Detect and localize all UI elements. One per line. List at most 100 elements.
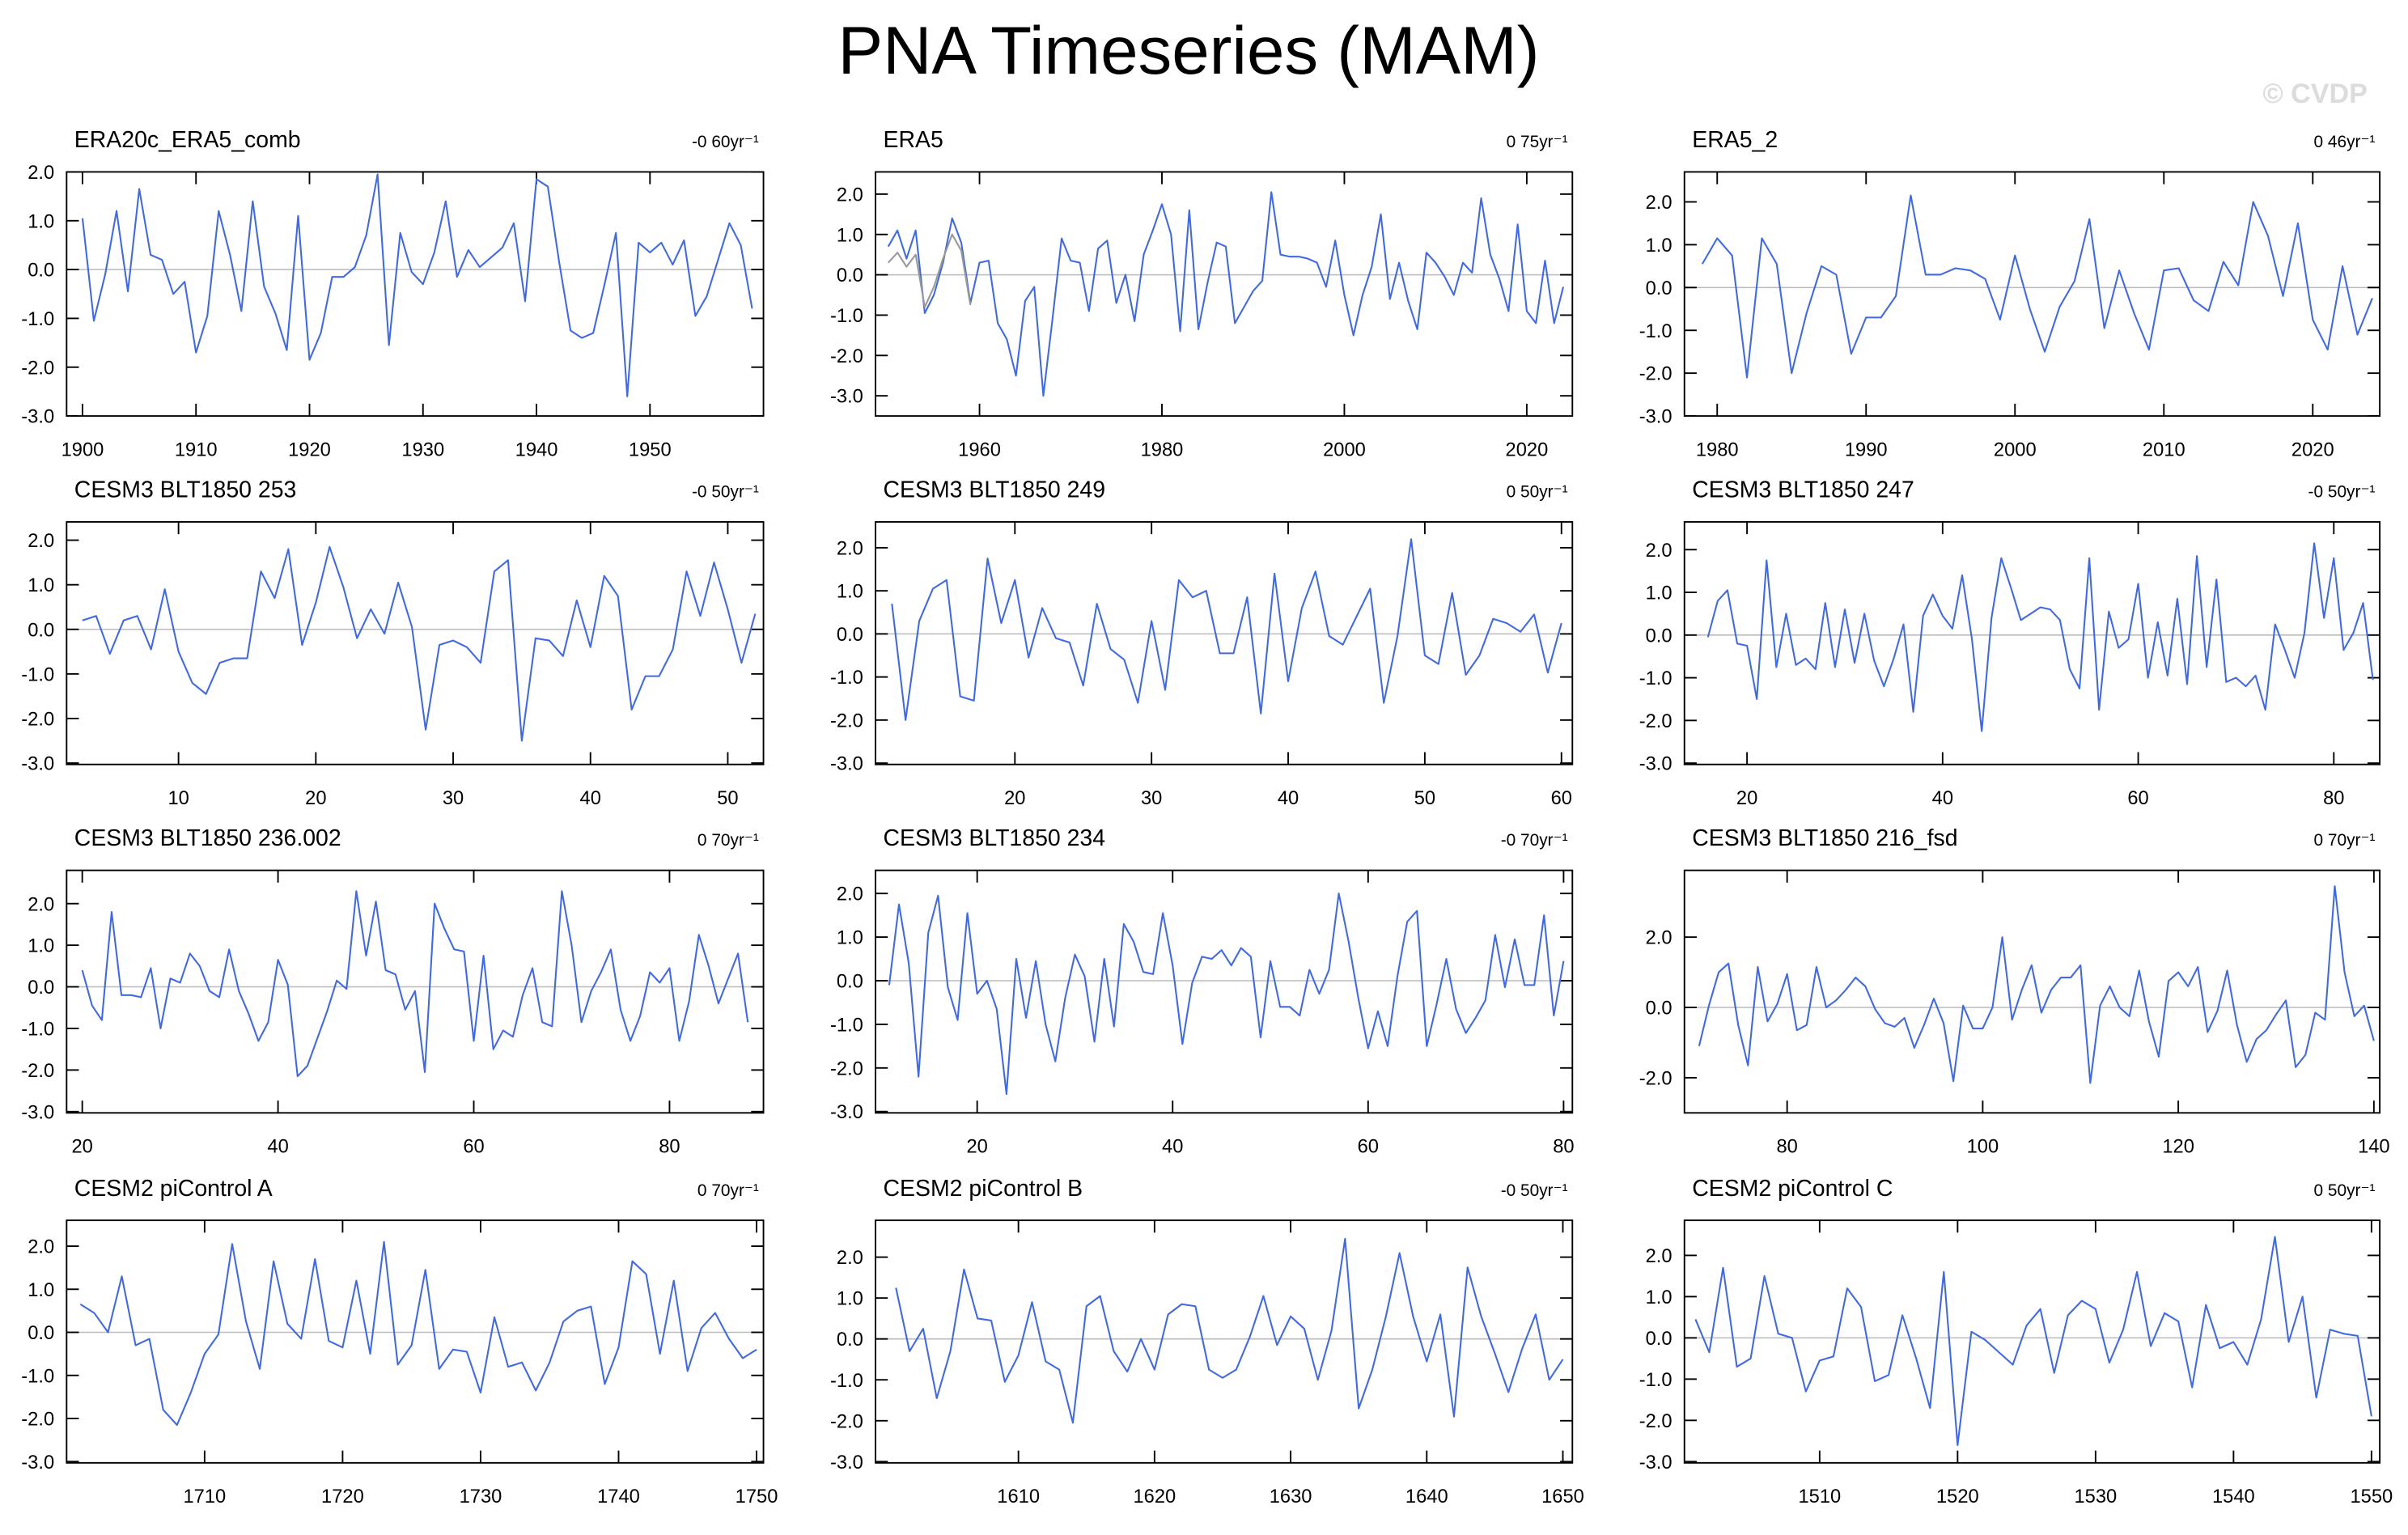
x-tick-label: 30	[1141, 788, 1162, 809]
y-tick-label: -1.0	[1639, 668, 1672, 689]
trend-label: -0 50yr⁻¹	[1501, 1181, 1568, 1200]
x-tick-label: 20	[71, 1137, 92, 1158]
x-tick-label: 80	[1776, 1137, 1797, 1158]
x-tick-label: 50	[717, 788, 738, 809]
panel-title: CESM3 BLT1850 236.002	[74, 825, 341, 851]
y-tick-label: -2.0	[1639, 711, 1672, 732]
x-tick-label: 1720	[321, 1486, 364, 1507]
plot-frame	[66, 521, 765, 765]
y-tick-label: -1.0	[1639, 1370, 1672, 1391]
x-tick-label: 1930	[401, 439, 444, 460]
series-line	[895, 1237, 1564, 1424]
y-tick-label: 0.0	[1646, 625, 1672, 647]
y-tick-label: 2.0	[1646, 928, 1672, 949]
x-tick-label: 2010	[2143, 439, 2185, 460]
x-tick-label: 1980	[1696, 439, 1739, 460]
x-tick-label: 120	[2162, 1137, 2194, 1158]
series-line	[81, 173, 753, 398]
y-tick-label: 2.0	[837, 884, 863, 905]
x-tick-label: 40	[1278, 788, 1299, 809]
x-tick-label: 1530	[2074, 1486, 2117, 1507]
y-tick-label: 2.0	[1646, 541, 1672, 562]
x-tick-label: 1710	[183, 1486, 226, 1507]
y-tick-label: 0.0	[837, 625, 863, 646]
trend-label: 0 50yr⁻¹	[1507, 483, 1568, 502]
y-tick-label: 0.0	[28, 1323, 54, 1344]
x-tick-label: 1630	[1270, 1486, 1312, 1507]
y-tick-label: -3.0	[1639, 1452, 1672, 1474]
plot-frame	[1683, 1219, 2381, 1464]
x-tick-label: 10	[167, 788, 189, 809]
plot-frame	[875, 1219, 1574, 1464]
series-line	[1706, 542, 2374, 732]
panel-title: CESM3 BLT1850 253	[74, 477, 297, 503]
x-tick-label: 60	[1551, 788, 1572, 809]
y-tick-label: -1.0	[830, 668, 863, 689]
y-tick-label: -3.0	[1639, 407, 1672, 428]
x-tick-label: 1980	[1141, 439, 1184, 460]
y-tick-label: -2.0	[830, 346, 863, 367]
panel-title: ERA20c_ERA5_comb	[74, 127, 301, 153]
y-tick-label: 2.0	[837, 184, 863, 206]
x-tick-label: 30	[443, 788, 464, 809]
panel-title: CESM2 piControl B	[884, 1176, 1083, 1202]
x-tick-label: 1650	[1541, 1486, 1584, 1507]
x-tick-label: 1950	[629, 439, 672, 460]
y-tick-label: 0.0	[1646, 999, 1672, 1020]
series-line	[1694, 1236, 2372, 1446]
y-tick-label: 2.0	[837, 538, 863, 559]
x-tick-label: 1940	[515, 439, 558, 460]
x-tick-label: 1510	[1798, 1486, 1841, 1507]
trend-label: 0 75yr⁻¹	[1507, 133, 1568, 151]
panel-title: CESM3 BLT1850 216_fsd	[1692, 825, 1957, 851]
panel-title: CESM2 piControl C	[1692, 1176, 1893, 1202]
y-tick-label: 1.0	[837, 225, 863, 246]
x-tick-label: 1620	[1134, 1486, 1176, 1507]
y-tick-label: 1.0	[28, 936, 54, 957]
series-line	[888, 233, 972, 308]
x-tick-label: 1540	[2212, 1486, 2255, 1507]
y-tick-label: 1.0	[28, 1280, 54, 1301]
plot-frame	[875, 521, 1574, 765]
x-tick-label: 2000	[1994, 439, 2037, 460]
y-tick-label: -1.0	[21, 1366, 54, 1387]
plot-frame	[66, 1219, 765, 1464]
x-tick-label: 60	[463, 1137, 484, 1158]
trend-label: 0 46yr⁻¹	[2313, 133, 2375, 151]
series-line	[82, 545, 757, 742]
y-tick-label: -3.0	[21, 1452, 54, 1474]
y-tick-label: -1.0	[830, 306, 863, 327]
series-line	[79, 1240, 757, 1427]
y-tick-label: 0.0	[28, 977, 54, 999]
y-tick-label: 1.0	[28, 211, 54, 232]
x-tick-label: 40	[1162, 1137, 1183, 1158]
x-tick-label: 50	[1414, 788, 1435, 809]
series-line	[1701, 194, 2373, 379]
x-tick-label: 1550	[2351, 1486, 2393, 1507]
x-tick-label: 40	[580, 788, 601, 809]
y-tick-label: 1.0	[837, 1289, 863, 1310]
x-tick-label: 1900	[61, 439, 104, 460]
y-tick-label: -3.0	[830, 754, 863, 775]
x-tick-label: 140	[2358, 1137, 2390, 1158]
series-line	[887, 191, 1565, 397]
x-tick-label: 1640	[1405, 1486, 1448, 1507]
y-tick-label: 0.0	[1646, 278, 1672, 299]
x-tick-label: 1990	[1845, 439, 1888, 460]
y-tick-label: 2.0	[1646, 193, 1672, 214]
y-tick-label: 1.0	[1646, 1287, 1672, 1308]
y-tick-label: -3.0	[830, 1102, 863, 1123]
x-tick-label: 1920	[288, 439, 331, 460]
series-line	[1698, 885, 2375, 1084]
y-tick-label: 2.0	[28, 531, 54, 552]
y-tick-label: -3.0	[830, 387, 863, 408]
y-tick-label: 2.0	[1646, 1246, 1672, 1267]
panel-title: CESM2 piControl A	[74, 1176, 273, 1202]
plot-frame	[1683, 869, 2381, 1114]
y-tick-label: -2.0	[830, 1058, 863, 1079]
series-line	[81, 890, 749, 1078]
x-tick-label: 100	[1967, 1137, 1999, 1158]
panel-title: ERA5_2	[1692, 127, 1778, 153]
x-tick-label: 2020	[1506, 439, 1549, 460]
x-tick-label: 20	[305, 788, 326, 809]
